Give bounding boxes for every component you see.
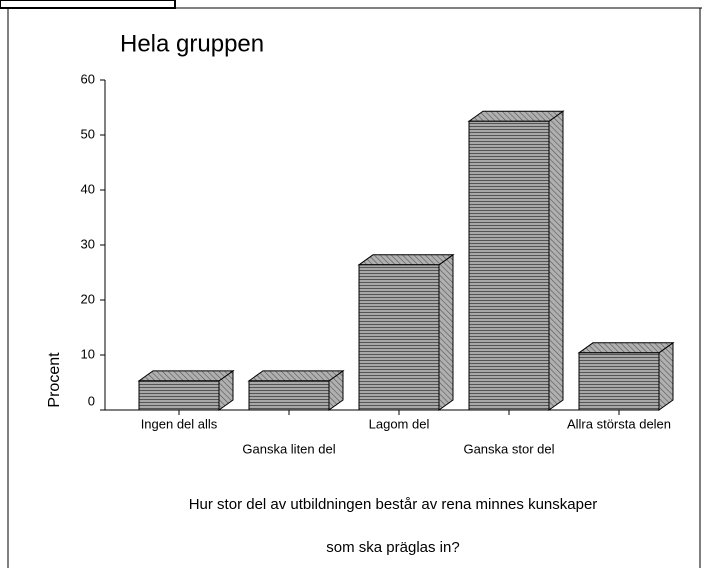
- chart-title: Hela gruppen: [120, 30, 264, 57]
- x-tick-label: Ingen del alls: [141, 416, 218, 431]
- y-tick-label: 0: [88, 393, 95, 408]
- bar-front: [138, 380, 220, 411]
- x-tick-label: Lagom del: [369, 416, 430, 431]
- y-tick-label: 60: [81, 71, 95, 86]
- bar-side: [548, 110, 564, 411]
- bar: [137, 369, 235, 411]
- bar-side: [658, 341, 674, 411]
- bar-front: [468, 120, 550, 411]
- x-axis-label: Hur stor del av utbildningen består av r…: [189, 496, 598, 513]
- bar-top: [137, 370, 235, 382]
- y-tick-label: 50: [81, 126, 95, 141]
- bar: [357, 253, 455, 411]
- y-tick-label: 10: [81, 346, 95, 361]
- bar-top: [357, 254, 455, 266]
- bar: [247, 369, 345, 411]
- bar-top: [467, 110, 565, 122]
- bar-side: [438, 253, 454, 411]
- bar: [577, 341, 675, 411]
- y-tick-label: 30: [81, 236, 95, 251]
- y-tick-label: 20: [81, 291, 95, 306]
- y-axis-label: Procent: [46, 352, 63, 408]
- bar-top: [247, 370, 345, 382]
- frame-tab: [0, 0, 176, 9]
- x-axis-label: som ska präglas in?: [326, 539, 459, 556]
- x-tick-label: Ganska liten del: [242, 441, 335, 456]
- x-tick-label: Ganska stor del: [463, 441, 554, 456]
- y-tick-label: 40: [81, 181, 95, 196]
- bar-top: [577, 342, 675, 354]
- bar-front: [578, 352, 660, 411]
- x-tick-label: Allra största delen: [567, 416, 671, 431]
- bar-front: [358, 264, 440, 411]
- bar: [467, 110, 565, 411]
- bar-front: [248, 380, 330, 411]
